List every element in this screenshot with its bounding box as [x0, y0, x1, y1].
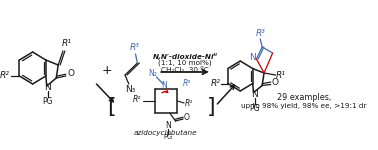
- Text: O: O: [67, 69, 74, 78]
- Text: N: N: [44, 84, 51, 93]
- Text: O: O: [271, 78, 278, 87]
- Text: up to 98% yield, 98% ee, >19:1 dr: up to 98% yield, 98% ee, >19:1 dr: [241, 103, 367, 109]
- Text: O: O: [184, 114, 190, 123]
- Text: 29 examples,: 29 examples,: [277, 93, 331, 102]
- Text: ]: ]: [206, 97, 215, 117]
- Text: N,N′-dioxide-Niᴵᴵ: N,N′-dioxide-Niᴵᴵ: [152, 52, 217, 60]
- Text: R³: R³: [130, 44, 139, 52]
- Text: R²: R²: [211, 79, 220, 88]
- Text: +: +: [102, 63, 112, 76]
- Text: N: N: [165, 122, 171, 130]
- Text: PG: PG: [42, 98, 53, 106]
- Text: R¹: R¹: [275, 70, 285, 80]
- Text: N: N: [251, 90, 258, 99]
- Text: N: N: [161, 81, 167, 90]
- Text: PG: PG: [249, 104, 260, 113]
- Text: (1:1, 10 mol%): (1:1, 10 mol%): [158, 60, 212, 66]
- Text: PG: PG: [163, 134, 172, 140]
- Text: R³: R³: [183, 78, 191, 87]
- Text: R¹: R¹: [62, 39, 72, 48]
- Text: N: N: [249, 52, 256, 62]
- Text: R²: R²: [133, 94, 141, 103]
- Text: [: [: [107, 97, 116, 117]
- Text: R¹: R¹: [185, 99, 193, 108]
- Text: R²: R²: [0, 72, 10, 81]
- Text: R³: R³: [255, 28, 265, 38]
- Text: N₂: N₂: [148, 69, 157, 78]
- Text: CH₂Cl₂, 30 ºC: CH₂Cl₂, 30 ºC: [161, 66, 209, 73]
- Text: N₃: N₃: [125, 85, 136, 94]
- Text: azidocyclobutane: azidocyclobutane: [134, 130, 198, 136]
